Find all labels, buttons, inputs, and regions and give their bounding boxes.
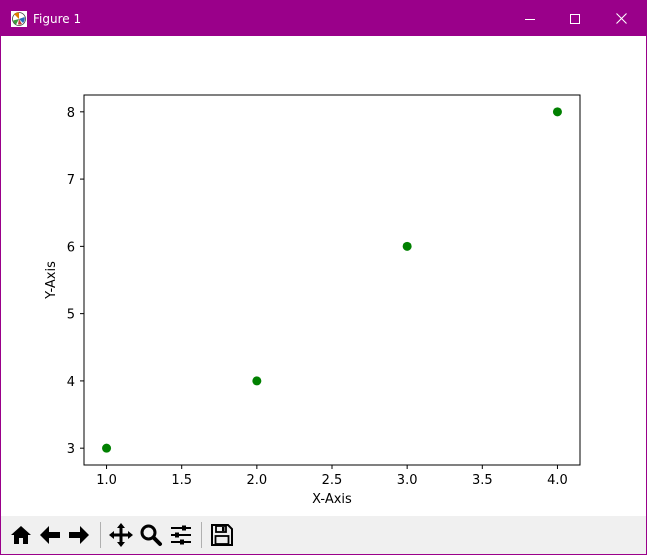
pan-button[interactable] xyxy=(107,520,135,550)
forward-arrow-icon xyxy=(69,526,89,544)
minimize-button[interactable] xyxy=(507,1,553,36)
data-points xyxy=(102,107,562,453)
x-tick-label: 3.5 xyxy=(472,473,493,488)
toolbar-separator xyxy=(201,522,202,548)
x-tick-label: 4.0 xyxy=(547,473,568,488)
y-tick-label: 3 xyxy=(67,442,75,457)
zoom-icon xyxy=(140,524,162,546)
minimize-icon xyxy=(525,18,535,20)
x-tick-label: 2.0 xyxy=(247,473,268,488)
save-button[interactable] xyxy=(208,520,236,550)
y-tick-label: 7 xyxy=(67,173,75,188)
scatter-point xyxy=(102,443,112,453)
axes-frame xyxy=(83,94,581,466)
window-title: Figure 1 xyxy=(33,12,82,26)
navigation-toolbar xyxy=(1,516,646,554)
save-icon xyxy=(211,524,233,546)
x-tick-label: 1.5 xyxy=(171,473,192,488)
y-tick-label: 8 xyxy=(67,106,75,121)
configure-subplots-icon xyxy=(171,525,191,545)
x-axis-label: X-Axis xyxy=(312,492,352,507)
pan-icon xyxy=(109,523,133,547)
scatter-point xyxy=(402,241,412,251)
x-axis-ticks: 1.0 1.5 2.0 2.5 3.0 3.5 4.0 xyxy=(96,465,568,488)
x-tick-label: 3.0 xyxy=(397,473,418,488)
matplotlib-app-icon xyxy=(11,11,27,27)
close-button[interactable] xyxy=(598,1,644,36)
figure-canvas[interactable]: 1.0 1.5 2.0 2.5 3.0 3.5 4.0 3 4 5 6 7 8 X-Axis Y-Ax… xyxy=(1,36,646,516)
y-tick-label: 5 xyxy=(67,308,75,323)
back-arrow-icon xyxy=(40,526,60,544)
zoom-button[interactable] xyxy=(137,520,165,550)
title-bar[interactable]: Figure 1 xyxy=(1,1,646,36)
home-button[interactable] xyxy=(7,520,35,550)
y-axis-ticks: 3 4 5 6 7 8 xyxy=(67,106,84,457)
scatter-point xyxy=(252,376,262,386)
toolbar-separator xyxy=(100,522,101,548)
scatter-plot[interactable]: 1.0 1.5 2.0 2.5 3.0 3.5 4.0 3 4 5 6 7 8 X-Axis Y-Ax… xyxy=(1,36,646,516)
forward-button[interactable] xyxy=(65,520,93,550)
y-axis-label: Y-Axis xyxy=(44,261,59,300)
y-tick-label: 6 xyxy=(67,240,75,255)
x-tick-label: 2.5 xyxy=(322,473,343,488)
close-icon xyxy=(615,13,627,24)
maximize-button[interactable] xyxy=(552,1,598,36)
configure-subplots-button[interactable] xyxy=(167,520,195,550)
y-tick-label: 4 xyxy=(67,375,75,390)
scatter-point xyxy=(552,107,562,117)
home-icon xyxy=(11,526,31,544)
maximize-icon xyxy=(570,13,580,24)
x-tick-label: 1.0 xyxy=(96,473,117,488)
back-button[interactable] xyxy=(36,520,64,550)
